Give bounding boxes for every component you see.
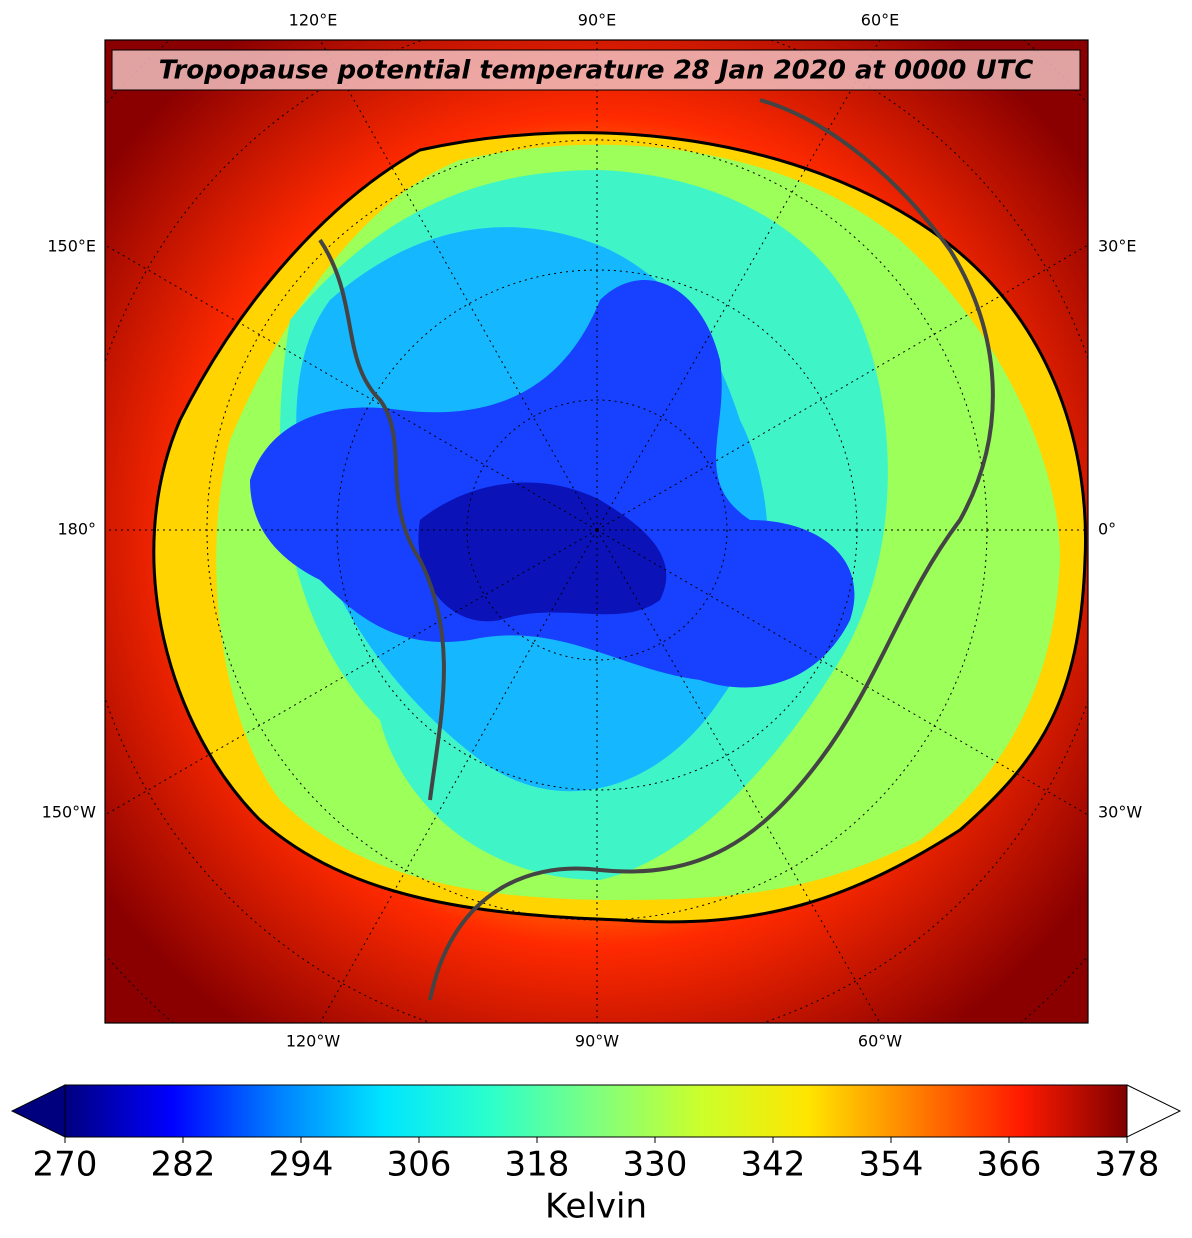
lon-label: 150°E [47,237,96,256]
lon-label: 180° [57,520,96,539]
colorbar-tick-label: 294 [269,1145,334,1185]
colorbar-tick-label: 378 [1095,1145,1160,1185]
title-box [111,49,1081,91]
lon-label: 0° [1098,520,1116,539]
lon-label: 120°W [286,1032,341,1051]
map-frame [104,39,1089,1024]
colorbar-tick-label: 270 [33,1145,98,1185]
lon-label: 60°E [861,11,899,30]
lon-labels: 120°E 90°E 60°E 150°E 180° 150°W 30°E 0°… [42,11,1143,1051]
colorbar-tick-label: 282 [151,1145,216,1185]
map-field [105,40,1088,1023]
map-title: Tropopause potential temperature 28 Jan … [159,56,1034,86]
colorbar-tick-label: 306 [387,1145,452,1185]
colorbar-label: Kelvin [545,1187,647,1227]
colorbar-tick-label: 366 [977,1145,1042,1185]
lon-label: 30°E [1098,237,1136,256]
colorbar-extend-low [10,1084,66,1138]
colorbar-extend-high [1126,1084,1182,1138]
colorbar-tick-label: 330 [623,1145,688,1185]
colorbar-body [64,1084,1128,1138]
colorbar-tick-label: 342 [741,1145,806,1185]
lon-label: 150°W [42,803,97,822]
lon-label: 90°E [578,11,616,30]
lon-label: 30°W [1098,803,1142,822]
lon-label: 90°W [575,1032,619,1051]
graticule [105,40,1088,1023]
colorbar: Kelvin 270 282 294 306 318 330 342 354 366 378 [10,1084,1182,1227]
lon-label: 60°W [858,1032,902,1051]
colorbar-tick-label: 318 [505,1145,570,1185]
lon-label: 120°E [289,11,338,30]
colorbar-tick-label: 354 [859,1145,924,1185]
